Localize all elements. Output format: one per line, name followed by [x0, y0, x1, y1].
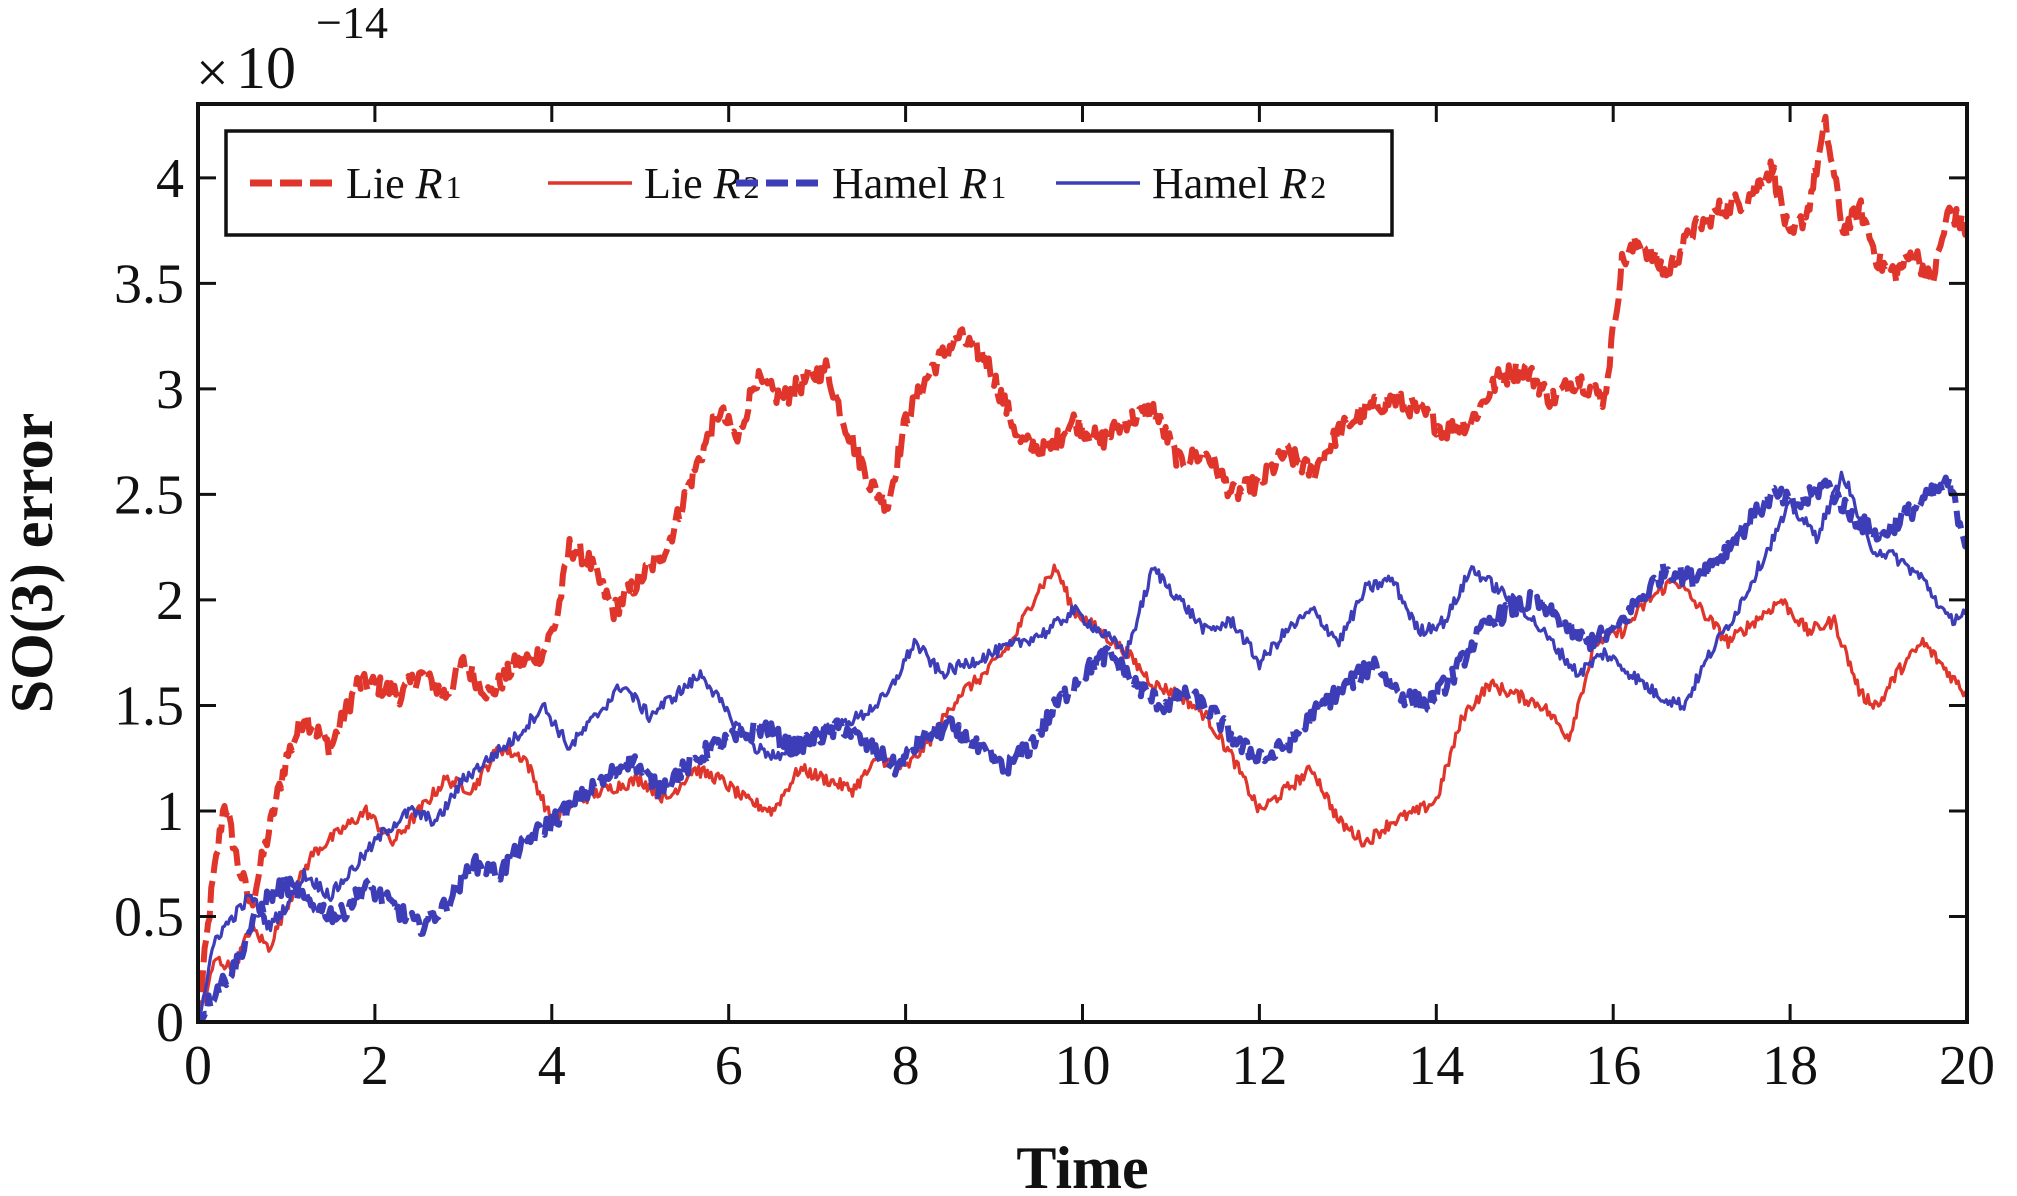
- legend-label-main-0: Lie: [346, 159, 416, 208]
- x-tick-label-10: 20: [1939, 1035, 1995, 1097]
- x-tick-label-5: 10: [1055, 1035, 1111, 1097]
- legend-label-1: Lie R2: [644, 159, 760, 208]
- legend-label-2: Hamel R1: [832, 159, 1006, 208]
- legend-label-sub-3: 2: [1310, 169, 1326, 205]
- x-tick-label-7: 14: [1408, 1035, 1464, 1097]
- y-tick-label-3: 1.5: [114, 675, 184, 737]
- x-tick-label-4: 8: [892, 1035, 920, 1097]
- series-line-1: [198, 563, 1967, 1022]
- y-tick-label-7: 3.5: [114, 253, 184, 315]
- legend-label-main-2: Hamel: [832, 159, 960, 208]
- legend: Lie R1 Lie R2 Hamel R1 Hamel R2: [224, 129, 1394, 237]
- legend-label-main-1: Lie: [644, 159, 714, 208]
- y-tick-label-1: 0.5: [114, 886, 184, 948]
- x-tick-label-1: 2: [361, 1035, 389, 1097]
- exponent-times: ×: [196, 40, 229, 105]
- y-exponent-label: × 10 −14: [196, 0, 388, 105]
- legend-label-3: Hamel R2: [1152, 159, 1326, 208]
- y-tick-label-6: 3: [156, 359, 184, 421]
- x-tick-label-0: 0: [184, 1035, 212, 1097]
- legend-label-sub-1: 2: [744, 169, 760, 205]
- x-tick-label-2: 4: [538, 1035, 566, 1097]
- y-tick-label-4: 2: [156, 570, 184, 632]
- series-line-3: [198, 470, 1967, 1022]
- legend-label-0: Lie R1: [346, 159, 462, 208]
- x-tick-label-6: 12: [1231, 1035, 1287, 1097]
- x-tick-label-8: 16: [1585, 1035, 1641, 1097]
- legend-label-main-3: Hamel: [1152, 159, 1280, 208]
- legend-label-sub-0: 1: [446, 169, 462, 205]
- x-tick-label-9: 18: [1762, 1035, 1818, 1097]
- y-tick-label-5: 2.5: [114, 464, 184, 526]
- y-tick-label-0: 0: [156, 992, 184, 1054]
- legend-label-var-2: R: [959, 159, 987, 208]
- legend-label-var-1: R: [713, 159, 741, 208]
- y-axis-label: SO(3) error: [0, 413, 65, 713]
- legend-label-var-0: R: [415, 159, 443, 208]
- series-layer: [198, 113, 1967, 1022]
- x-tick-label-3: 6: [715, 1035, 743, 1097]
- y-tick-label-2: 1: [156, 781, 184, 843]
- exponent-base: 10: [236, 35, 296, 101]
- y-tick-label-8: 4: [156, 148, 184, 210]
- exponent-power: −14: [316, 0, 388, 48]
- series-line-0: [198, 113, 1967, 1022]
- x-axis-label: Time: [1016, 1135, 1148, 1196]
- legend-label-var-3: R: [1279, 159, 1307, 208]
- legend-label-sub-2: 1: [990, 169, 1006, 205]
- series-line-2: [198, 474, 1967, 1022]
